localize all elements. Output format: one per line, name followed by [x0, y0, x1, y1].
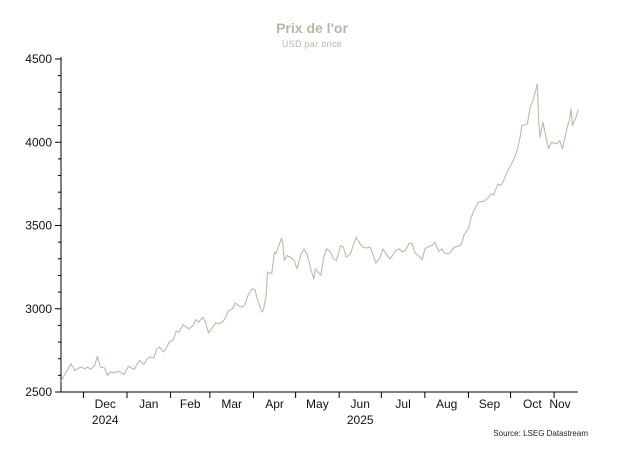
y-tick-label: 4000 — [25, 135, 52, 149]
gold-price-line — [60, 83, 579, 382]
x-tick-label: Oct — [523, 397, 542, 411]
y-tick-label: 2500 — [25, 385, 52, 399]
y-tick-label: 3500 — [25, 219, 52, 233]
x-tick-label: Mar — [221, 397, 242, 411]
x-tick-label: Jun — [351, 397, 370, 411]
x-tick-label: Nov — [549, 397, 570, 411]
x-tick-label: May — [306, 397, 329, 411]
x-tick-label: Jan — [139, 397, 158, 411]
chart-title: Prix de l'or — [276, 20, 348, 36]
x-tick-label: Aug — [436, 397, 457, 411]
x-tick-label: Jul — [395, 397, 410, 411]
source-note: Source: LSEG Datastream — [493, 429, 588, 438]
y-tick-label: 4500 — [25, 52, 52, 66]
x-year-label: 2024 — [92, 413, 119, 427]
x-tick-label: Dec — [95, 397, 116, 411]
x-year-label: 2025 — [347, 413, 374, 427]
x-tick-label: Sep — [479, 397, 501, 411]
x-tick-label: Apr — [265, 397, 284, 411]
x-tick-label: Feb — [180, 397, 201, 411]
chart-subtitle: USD par once — [281, 39, 343, 49]
y-tick-label: 3000 — [25, 302, 52, 316]
